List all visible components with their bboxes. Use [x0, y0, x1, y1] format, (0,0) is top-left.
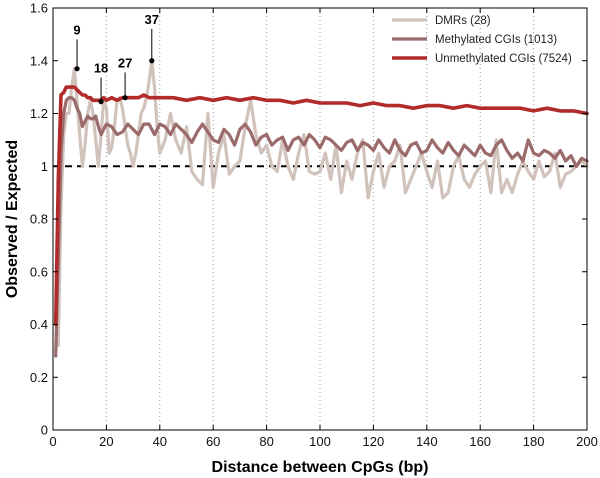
x-axis-title: Distance between CpGs (bp)	[212, 459, 429, 476]
x-tick-label-80: 80	[259, 434, 273, 449]
y-tick-label-1.4: 1.4	[30, 53, 48, 68]
x-tick-label-180: 180	[523, 434, 545, 449]
annotation-point-9	[74, 66, 80, 72]
annotation-point-37	[149, 58, 155, 64]
x-tick-label-160: 160	[469, 434, 491, 449]
y-tick-label-1.6: 1.6	[30, 1, 48, 16]
annotation-label-37: 37	[145, 12, 159, 27]
y-axis-title: Observed / Expected	[4, 140, 21, 298]
axis-ticks: 0 20 40 60 80 100 120 140 160 180 200 0 0.2 0.4 0.6 0.8…	[30, 1, 598, 450]
y-tick-label-1.2: 1.2	[30, 106, 48, 121]
annotation-label-18: 18	[94, 61, 108, 76]
legend-label-2: Methylated CGIs (1013)	[435, 34, 557, 46]
legend: DMRs (28) Methylated CGIs (1013) Unmethyla…	[392, 15, 572, 65]
peak-annotations: 9 18 27 37	[73, 12, 159, 105]
y-tick-label-0.6: 0.6	[30, 264, 48, 279]
annotation-label-27: 27	[118, 55, 132, 70]
series-line-3	[53, 85, 589, 327]
y-tick-label-1: 1	[41, 159, 48, 174]
y-tick-label-0.2: 0.2	[30, 370, 48, 385]
legend-label-3: Unmethylated CGIs (7524)	[435, 53, 572, 65]
series-line-2	[54, 96, 589, 358]
x-tick-label-200: 200	[576, 434, 598, 449]
vertical-grid-lines	[105, 8, 535, 430]
x-tick-label-120: 120	[363, 434, 385, 449]
series-lines	[53, 59, 589, 358]
annotation-point-27	[122, 95, 128, 101]
annotation-point-18	[98, 99, 104, 105]
x-tick-label-20: 20	[99, 434, 113, 449]
x-tick-label-40: 40	[153, 434, 167, 449]
y-tick-label-0.8: 0.8	[30, 212, 48, 227]
plot-frame	[52, 7, 588, 431]
annotation-label-9: 9	[73, 22, 80, 37]
legend-label-1: DMRs (28)	[435, 15, 491, 27]
x-tick-label-60: 60	[206, 434, 220, 449]
x-tick-label-0: 0	[49, 434, 56, 449]
y-tick-label-0.4: 0.4	[30, 317, 48, 332]
x-tick-label-140: 140	[416, 434, 438, 449]
y-tick-label-0: 0	[41, 423, 48, 438]
x-tick-label-100: 100	[309, 434, 331, 449]
series-line-1	[56, 59, 589, 348]
